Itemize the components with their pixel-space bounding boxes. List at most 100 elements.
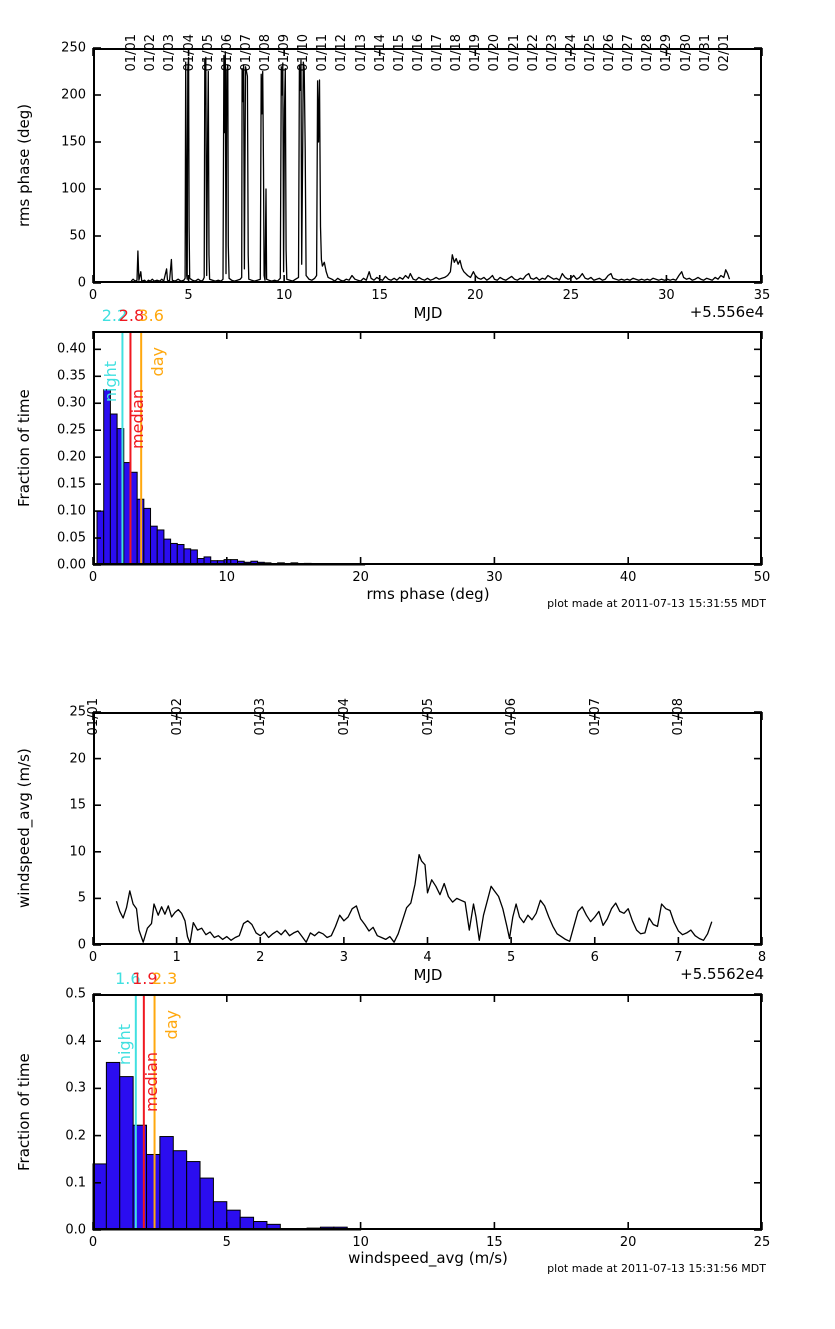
date-tick-label: 01/24 — [563, 34, 579, 72]
y-tick-label: 20 — [69, 751, 86, 767]
hist-bar — [199, 1177, 214, 1231]
wind-hist-ylabel: Fraction of time — [15, 1053, 33, 1171]
x-tick-label: 20 — [619, 1235, 637, 1250]
y-tick-label: 0.00 — [57, 557, 86, 573]
date-tick-label: 01/03 — [253, 698, 269, 736]
date-tick-label: 01/11 — [315, 34, 331, 72]
x-tick-label: 25 — [753, 1235, 771, 1250]
axes-frame — [93, 48, 762, 283]
y-tick-label: 250 — [61, 40, 86, 56]
date-tick-label: 01/29 — [659, 34, 675, 72]
date-tick-label: 01/27 — [621, 34, 637, 72]
date-tick-label: 01/20 — [487, 34, 503, 72]
y-tick-label: 0.10 — [57, 503, 86, 519]
x-tick-label: 2 — [256, 950, 265, 965]
rms-hist-ylabel: Fraction of time — [15, 389, 33, 507]
x-tick-label: 10 — [275, 288, 293, 303]
date-tick-label: 01/28 — [640, 34, 656, 72]
date-tick-label: 01/01 — [124, 34, 140, 72]
date-tick-label: 01/02 — [169, 698, 185, 736]
date-tick-label: 01/22 — [525, 34, 541, 72]
night-name-label: night — [101, 361, 121, 403]
date-tick-label: 01/18 — [449, 34, 465, 72]
hist-bar — [129, 471, 138, 566]
timeseries-svg — [92, 47, 763, 284]
hist-bar — [156, 529, 165, 566]
hist-bar — [186, 1161, 201, 1231]
hist-bar — [183, 548, 192, 566]
axes-frame — [93, 331, 762, 565]
y-tick-label: 0.0 — [65, 1222, 86, 1238]
date-tick-label: 01/17 — [430, 34, 446, 72]
x-tick-label: 20 — [352, 570, 369, 585]
date-tick-label: 01/16 — [410, 34, 426, 72]
x-tick-label: 6 — [590, 950, 599, 965]
hist-bar — [226, 1209, 241, 1231]
date-tick-label: 01/08 — [671, 698, 687, 736]
data-line — [130, 51, 731, 283]
hist-bar — [190, 549, 198, 566]
x-tick-label: 30 — [658, 288, 675, 303]
date-tick-label: 01/05 — [200, 34, 216, 72]
date-tick-label: 01/23 — [544, 34, 560, 72]
histogram-svg — [92, 993, 763, 1231]
date-tick-label: 01/21 — [506, 34, 522, 72]
hist-bar — [105, 1061, 121, 1231]
night-value-label: 1.6 — [115, 969, 141, 988]
x-tick-label: 4 — [423, 950, 432, 965]
y-tick-label: 0.35 — [57, 368, 86, 384]
y-tick-label: 0 — [77, 275, 86, 291]
date-tick-label: 01/08 — [258, 34, 274, 72]
x-tick-label: 1 — [172, 950, 181, 965]
x-tick-label: 8 — [757, 950, 767, 965]
date-tick-label: 01/26 — [602, 34, 618, 72]
hist-bar — [146, 1153, 161, 1231]
x-tick-label: 0 — [88, 950, 98, 965]
y-tick-label: 100 — [61, 181, 86, 197]
y-tick-label: 0.05 — [57, 530, 86, 546]
day-name-label: day — [148, 347, 168, 377]
x-tick-label: 40 — [619, 570, 637, 585]
y-tick-label: 25 — [69, 704, 86, 720]
hist-bar — [123, 462, 131, 566]
date-tick-label: 01/03 — [162, 34, 178, 72]
hist-bar — [176, 544, 185, 566]
x-tick-label: 25 — [562, 288, 580, 303]
date-tick-label: 01/30 — [678, 34, 694, 72]
wind-timeseries-ylabel: windspeed_avg (m/s) — [15, 748, 33, 909]
rms-timeseries-xlabel: MJD — [413, 304, 443, 322]
wind-timeseries-axis-offset: +5.5562e4 — [680, 965, 764, 983]
x-tick-label: 5 — [222, 1235, 231, 1250]
x-tick-label: 0 — [88, 288, 98, 303]
y-tick-label: 50 — [69, 228, 86, 244]
x-tick-label: 7 — [674, 950, 683, 965]
x-tick-label: 3 — [339, 950, 349, 965]
rms-hist-plot — [92, 331, 763, 566]
date-tick-label: 01/14 — [372, 34, 388, 72]
y-tick-label: 0.1 — [65, 1175, 86, 1191]
hist-bar — [172, 1150, 188, 1231]
y-tick-label: 15 — [69, 797, 86, 813]
x-tick-label: 15 — [486, 1235, 503, 1250]
wind-timeseries-xlabel: MJD — [413, 966, 443, 984]
date-tick-label: 01/07 — [238, 34, 254, 72]
y-tick-label: 0.20 — [57, 449, 86, 465]
median-value-label: 1.9 — [132, 969, 158, 988]
y-tick-label: 0.25 — [57, 422, 86, 438]
x-tick-label: 10 — [352, 1235, 369, 1250]
night-value-label: 2.2 — [101, 306, 128, 325]
hist-bar — [119, 1076, 134, 1231]
date-tick-label: 01/04 — [336, 698, 352, 736]
date-tick-label: 01/06 — [219, 34, 235, 72]
date-tick-label: 01/09 — [277, 34, 293, 72]
histogram-svg — [92, 331, 763, 566]
y-tick-label: 0.5 — [65, 986, 86, 1002]
rms-timeseries-ylabel: rms phase (deg) — [15, 103, 33, 228]
date-tick-label: 01/31 — [697, 34, 713, 72]
day-value-label: 3.6 — [138, 306, 164, 325]
y-tick-label: 150 — [61, 134, 86, 150]
wind-hist-xlabel: windspeed_avg (m/s) — [348, 1249, 508, 1267]
hist-bar — [212, 1201, 228, 1231]
date-tick-label: 01/07 — [587, 698, 603, 736]
day-value-label: 2.3 — [151, 969, 178, 988]
